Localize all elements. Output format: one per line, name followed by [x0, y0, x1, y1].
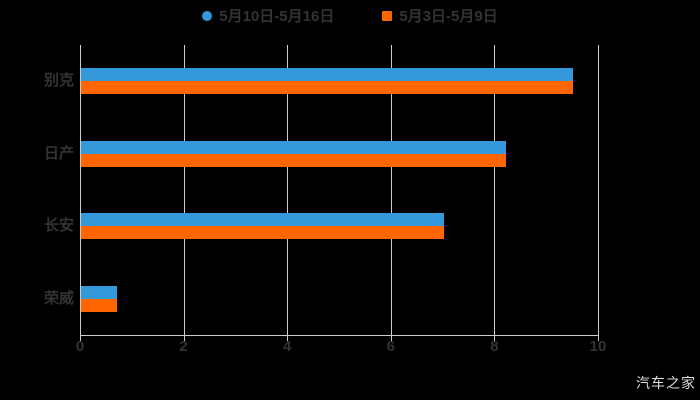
x-axis-label-0: 0 — [75, 338, 85, 355]
x-axis-tick-10 — [598, 336, 599, 341]
x-axis-tick-8 — [494, 336, 496, 341]
x-axis-tick-4 — [287, 336, 289, 341]
gridline-x-8 — [494, 45, 496, 335]
x-axis-label-8: 8 — [490, 338, 499, 355]
x-axis-tick-2 — [183, 336, 185, 341]
y-axis-label-别克: 别克 — [43, 72, 74, 90]
bar-series-1-日产 — [81, 153, 506, 167]
y-axis-label-日产: 日产 — [43, 144, 74, 162]
bar-series-1-荣威 — [81, 298, 118, 312]
bar-series-0-日产 — [81, 140, 506, 154]
bar-series-1-别克 — [81, 81, 574, 95]
gridline-x-10 — [598, 45, 599, 335]
chart-legend: 5月10日-5月16日 5月3日-5月9日 — [0, 5, 700, 26]
bar-series-1-长安 — [81, 226, 444, 240]
plot-area — [80, 45, 599, 336]
watermark: 汽车之家 — [636, 375, 696, 391]
x-axis-label-10: 10 — [589, 338, 607, 355]
legend-label: 5月10日-5月16日 — [219, 8, 335, 25]
bar-series-0-别克 — [81, 68, 574, 82]
gridline-x-2 — [183, 45, 185, 335]
bar-series-0-荣威 — [81, 285, 118, 299]
y-axis-label-荣威: 荣威 — [43, 289, 74, 307]
legend-item-series-1[interactable]: 5月3日-5月9日 — [382, 5, 498, 26]
bar-series-0-长安 — [81, 213, 444, 227]
gridline-x-4 — [287, 45, 289, 335]
x-axis-label-6: 6 — [386, 338, 395, 355]
x-axis-label-2: 2 — [179, 338, 188, 355]
x-axis-tick-6 — [390, 336, 392, 341]
y-axis-label-长安: 长安 — [43, 217, 74, 235]
x-axis-label-4: 4 — [283, 338, 292, 355]
legend-item-series-0[interactable]: 5月10日-5月16日 — [202, 5, 334, 26]
legend-circle-icon — [202, 10, 213, 21]
legend-square-icon — [382, 10, 393, 21]
legend-label: 5月3日-5月9日 — [399, 8, 498, 25]
x-axis-tick-0 — [80, 336, 81, 341]
gridline-x-6 — [390, 45, 392, 335]
